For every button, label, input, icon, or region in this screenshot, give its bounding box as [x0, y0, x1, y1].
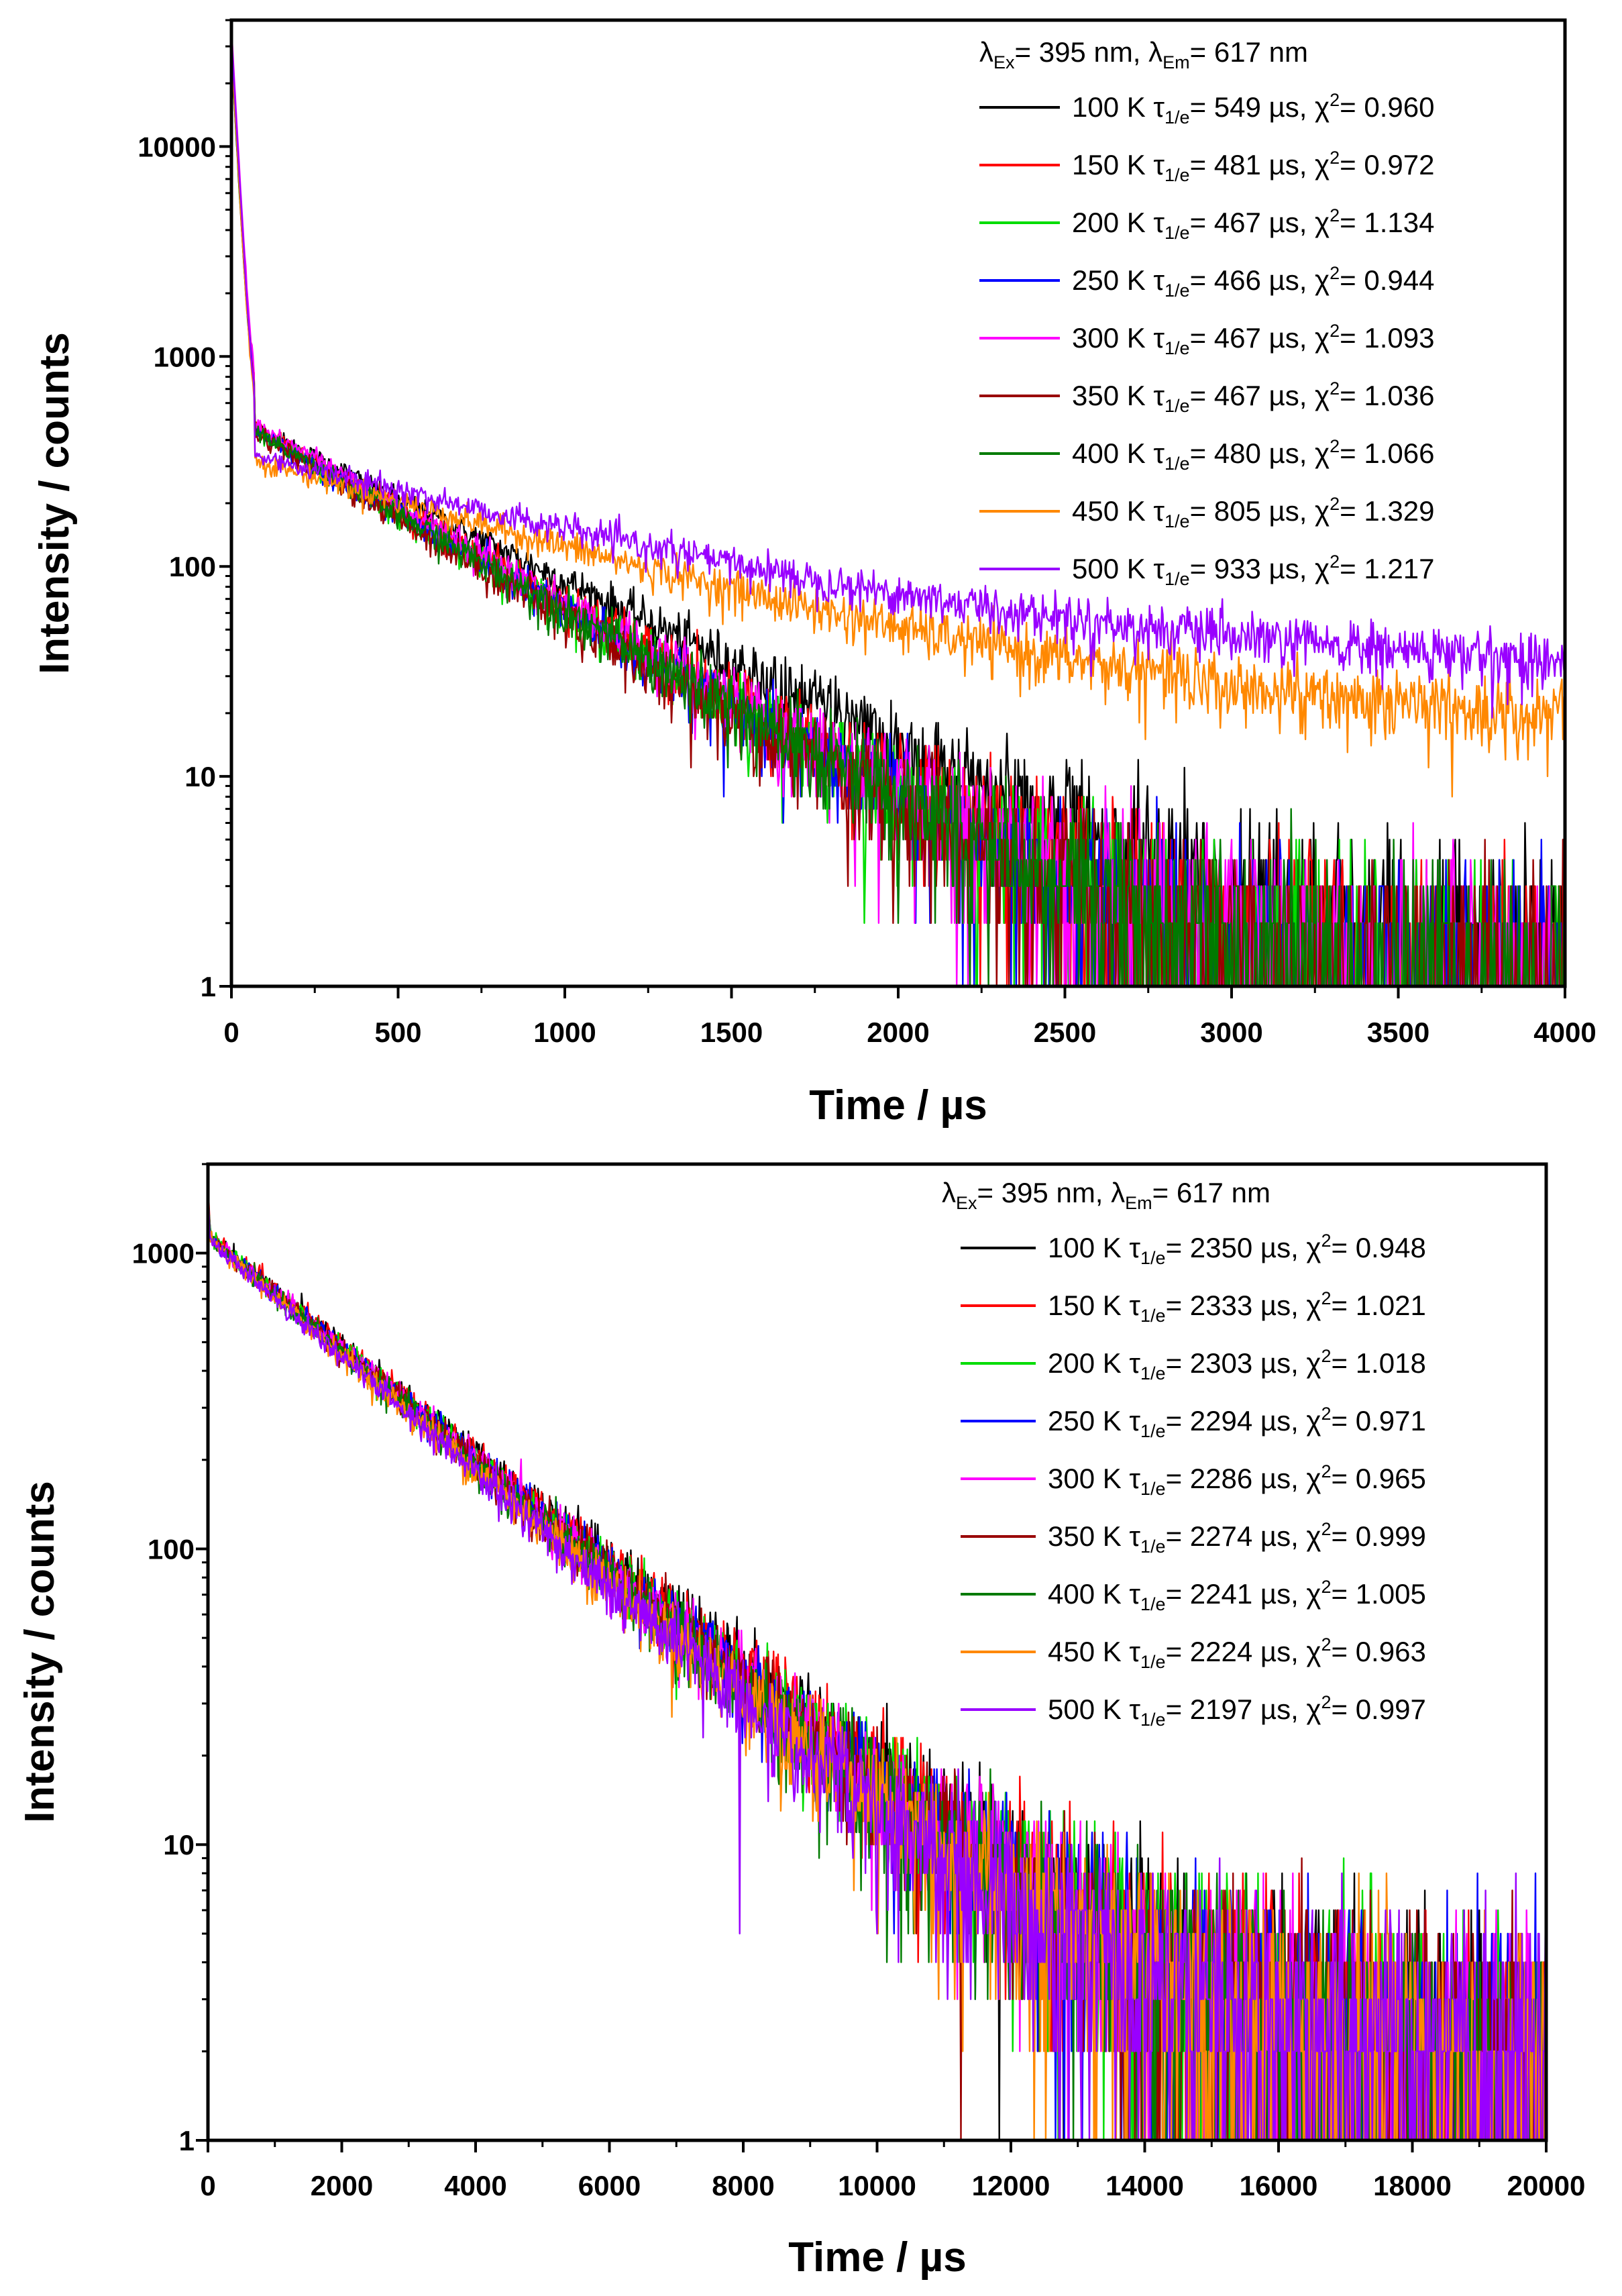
legend-entry: 400 K τ1/e= 2241 µs, χ2= 1.005	[1048, 1577, 1426, 1614]
axes: 0 500 1000 1500 2000 2500 3000 3500 4000 1 10 100 10…	[138, 19, 1597, 1048]
legend-entry: 400 K τ1/e= 480 µs, χ2= 1.066	[1072, 436, 1434, 474]
x-tick-label: 14000	[1105, 2170, 1184, 2201]
axes: 0 2000 4000 6000 8000 10000 12000 14000 16000 180…	[132, 1163, 1586, 2201]
x-tick-label: 3500	[1367, 1016, 1429, 1048]
x-axis-title: Time / µs	[809, 1082, 987, 1129]
legend-entry: 350 K τ1/e= 2274 µs, χ2= 0.999	[1048, 1519, 1426, 1557]
x-tick-label: 10000	[838, 2170, 916, 2201]
legend-entry: 500 K τ1/e= 2197 µs, χ2= 0.997	[1048, 1692, 1426, 1730]
y-tick-label: 100	[148, 1533, 195, 1565]
x-tick-label: 12000	[972, 2170, 1050, 2201]
legend-entry: 300 K τ1/e= 2286 µs, χ2= 0.965	[1048, 1461, 1426, 1499]
legend-entry: 250 K τ1/e= 2294 µs, χ2= 0.971	[1048, 1404, 1426, 1441]
x-tick-label: 0	[200, 2170, 215, 2201]
legend-entry: 150 K τ1/e= 481 µs, χ2= 0.972	[1072, 148, 1434, 185]
x-tick-label: 4000	[1533, 1016, 1596, 1048]
x-tick-label: 0	[223, 1016, 239, 1048]
y-tick-label: 100	[169, 551, 216, 582]
x-tick-label: 18000	[1373, 2170, 1452, 2201]
legend: λEx= 395 nm, λEm= 617 nm 100 K τ1/e= 549…	[979, 36, 1434, 589]
legend-entry: 100 K τ1/e= 549 µs, χ2= 0.960	[1072, 90, 1434, 127]
excitation-label: λEx= 395 nm, λEm= 617 nm	[979, 36, 1308, 72]
legend-entry: 450 K τ1/e= 2224 µs, χ2= 0.963	[1048, 1634, 1426, 1672]
y-tick-label: 1	[201, 971, 216, 1002]
decay-curve-450k	[231, 44, 1565, 798]
chart-top-100-4000us: 0 500 1000 1500 2000 2500 3000 3500 4000 1 10 100 10…	[32, 18, 1597, 1129]
x-tick-label: 2500	[1034, 1016, 1096, 1048]
chart-bottom-0-20000us: 0 2000 4000 6000 8000 10000 12000 14000 16000 180…	[17, 1162, 1586, 2281]
decay-curve-500k	[208, 1164, 1546, 2140]
y-tick-label: 1	[179, 2125, 195, 2156]
y-axis-title: Intensity / counts	[17, 1481, 63, 1823]
x-tick-label: 2000	[867, 1016, 929, 1048]
excitation-label: λEx= 395 nm, λEm= 617 nm	[942, 1177, 1270, 1213]
y-tick-label: 10	[163, 1829, 195, 1861]
x-tick-label: 16000	[1240, 2170, 1318, 2201]
x-axis-title: Time / µs	[788, 2234, 966, 2281]
legend-entry: 300 K τ1/e= 467 µs, χ2= 1.093	[1072, 321, 1434, 358]
legend-entry: 200 K τ1/e= 2303 µs, χ2= 1.018	[1048, 1346, 1426, 1384]
x-tick-label: 1500	[700, 1016, 763, 1048]
y-tick-label: 10	[184, 761, 216, 792]
legend-entry: 200 K τ1/e= 467 µs, χ2= 1.134	[1072, 205, 1434, 243]
x-tick-label: 6000	[578, 2170, 641, 2201]
series-curves	[208, 1164, 1546, 2140]
x-tick-label: 1000	[533, 1016, 596, 1048]
decay-curve-500k	[231, 33, 1565, 719]
x-tick-label: 2000	[311, 2170, 373, 2201]
legend-entry: 250 K τ1/e= 466 µs, χ2= 0.944	[1072, 263, 1434, 301]
legend-entry: 500 K τ1/e= 933 µs, χ2= 1.217	[1072, 552, 1434, 589]
x-tick-label: 3000	[1200, 1016, 1262, 1048]
legend-entry: 350 K τ1/e= 467 µs, χ2= 1.036	[1072, 378, 1434, 416]
y-tick-label: 10000	[138, 131, 216, 162]
legend-entry: 150 K τ1/e= 2333 µs, χ2= 1.021	[1048, 1288, 1426, 1326]
series-curves	[231, 28, 1565, 986]
legend: λEx= 395 nm, λEm= 617 nm 100 K τ1/e= 235…	[942, 1177, 1426, 1730]
x-tick-label: 500	[374, 1016, 421, 1048]
y-tick-label: 1000	[154, 341, 216, 372]
y-tick-label: 1000	[132, 1238, 195, 1269]
legend-entry: 450 K τ1/e= 805 µs, χ2= 1.329	[1072, 494, 1434, 531]
decay-curve-400k	[231, 50, 1565, 986]
legend-entry: 100 K τ1/e= 2350 µs, χ2= 0.948	[1048, 1231, 1426, 1268]
x-tick-label: 8000	[712, 2170, 774, 2201]
x-tick-label: 20000	[1507, 2170, 1586, 2201]
x-tick-label: 4000	[444, 2170, 506, 2201]
y-axis-title: Intensity / counts	[32, 332, 78, 674]
